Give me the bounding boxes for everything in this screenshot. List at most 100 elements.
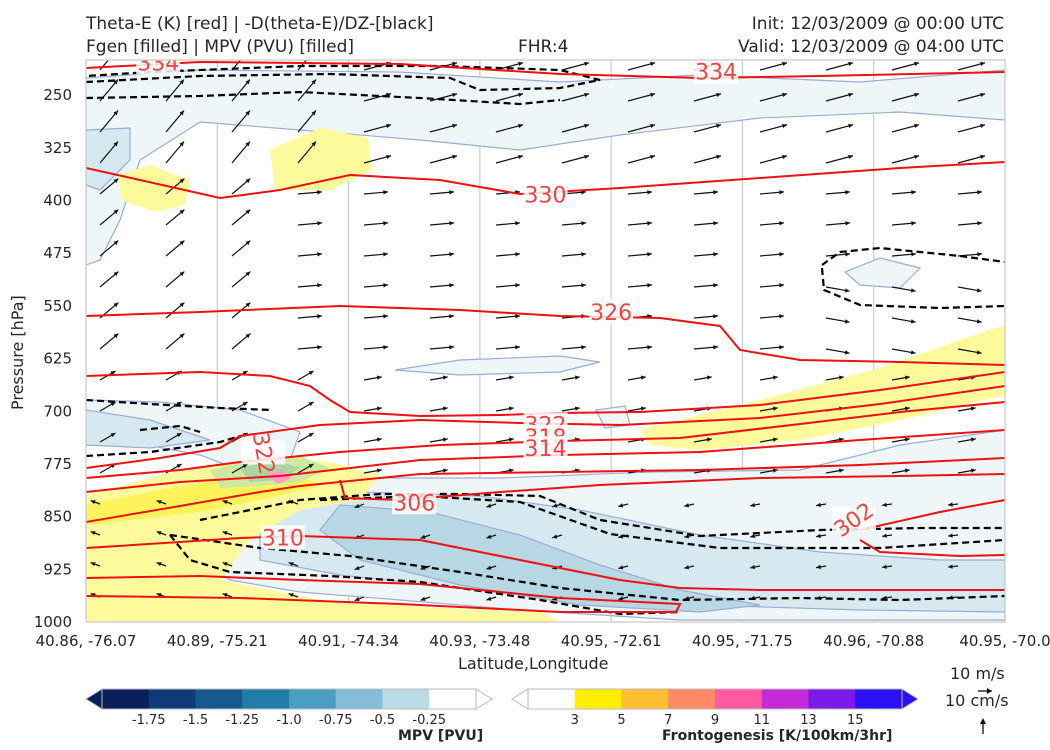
theta-e-contour [86,429,1005,493]
wind-arrow-head [452,154,458,160]
theta-e-contour [859,499,1005,531]
wind-arrow-head [782,92,788,98]
wind-arrow-head [222,562,228,567]
fgen-colorbar-tick: 3 [571,713,579,728]
plot-area: 334334330326322318314306310302322 [86,60,1005,622]
wind-arrow-head [245,302,251,308]
wind-arrow-head [977,190,982,195]
header-valid: Valid: 12/03/2009 @ 04:00 UTC [738,37,1004,57]
fgen-colorbar-segment [761,689,809,709]
fgen-colorbar-segment [574,689,622,709]
wind-arrow-head [980,61,986,67]
wind-arrow-shaft [891,93,920,102]
wind-arrow-head [442,468,448,473]
wind-arrow-head [948,533,953,538]
wind-arrow-head [317,314,322,319]
theta-e-contour-label: 310 [262,526,304,551]
wind-arrow-head [452,123,458,129]
wind-arrow-head [113,141,118,147]
mpv-colorbar-segment [429,689,477,709]
wind-arrow-head [222,500,228,505]
wind-arrow-head [176,464,182,469]
wind-arrow-head [584,61,590,67]
wind-arrow-head [156,531,162,536]
mpv-filled-region [319,504,761,613]
wind-arrow-shaft [693,124,722,133]
wind-arrow-head [176,402,182,407]
theta-e-label-bg [392,490,437,515]
theta-e-contour [86,457,1005,523]
wind-arrow-head [515,314,520,319]
header-line1-left: Theta-E (K) [red] | -D(theta-E)/DZ-[blac… [86,14,434,34]
wind-arrow-head [449,221,454,226]
wind-arrow-head [650,61,656,67]
theta-e-contour [86,60,1005,80]
wind-arrow-shaft [825,155,854,164]
wind-arrow-head [647,345,652,350]
dtheta-dz-contour [86,64,601,92]
wind-arrow-shaft [363,93,392,102]
y-tick-label: 325 [43,139,72,157]
wind-arrow-head [383,252,388,257]
wind-arrow-head [113,240,119,246]
wind-arrow-head [245,178,251,184]
fgen-colorbar-tick: 11 [753,713,770,728]
theta-e-contour [339,473,1005,502]
wind-arrow-head [910,350,916,355]
theta-e-label-bg [832,507,877,532]
wind-arrow-head [176,433,182,438]
mpv-filled-region [394,355,601,376]
wind-arrow-head [90,562,96,567]
wind-arrow-shaft [825,62,854,71]
dtheta-dz-contour [169,533,1005,602]
wind-arrow-head [650,154,656,160]
wind-arrow-head [640,406,646,411]
fgen-filled-region [118,165,190,212]
dtheta-dz-contour [821,246,1005,266]
wind-arrow-head [317,221,322,226]
wind-arrow-head [574,375,580,380]
wind-arrow-head [618,534,624,539]
mpv-filled-region [843,257,922,289]
wind-arrow-shaft [825,124,854,133]
theta-e-contour [859,539,1005,558]
wind-arrow-head [976,288,982,293]
wind-arrow-head [816,564,821,570]
wind-arrow-head [245,240,251,246]
wind-arrow-head [518,154,524,160]
wind-arrow-head [242,464,248,469]
mpv-colorbar-extend-left [85,688,103,710]
wind-arrow-head [838,375,844,380]
wind-arrow-head [650,92,656,98]
wind-arrow-shaft [957,93,986,102]
wind-arrow-head [970,406,976,411]
wind-arrow-head [816,502,821,508]
wind-arrow-head [970,468,976,473]
wind-arrow-head [910,288,916,293]
wind-arrow-shaft [693,155,722,164]
wind-arrow-head [911,190,916,195]
dtheta-dz-contour [86,90,561,106]
wind-arrow-head [713,314,718,319]
wind-arrow-head [750,533,756,539]
wind-arrow-head [584,92,590,98]
wind-arrow-head [383,314,388,319]
wind-arrow-head [910,319,916,324]
wind-arrow-shaft [957,124,986,133]
wind-arrow-shaft [561,155,590,164]
wind-arrow-head [713,190,718,195]
wind-arrow-shaft [561,124,590,133]
wind-arrow-head [779,221,784,226]
wind-arrow-head [113,333,119,339]
theta-e-label-bg [694,60,739,84]
theta-e-contour [86,370,1005,418]
wind-arrow-head [844,288,850,293]
fgen-colorbar-segment [668,689,716,709]
y-tick-label: 1000 [34,613,72,631]
wind-arrow-head [552,503,558,508]
wind-arrow-head [618,596,624,601]
wind-arrow-head [179,110,184,116]
fgen-colorbar-tick: 13 [800,713,817,728]
y-tick-label: 400 [43,192,72,210]
fgen-colorbar-segment [621,689,669,709]
